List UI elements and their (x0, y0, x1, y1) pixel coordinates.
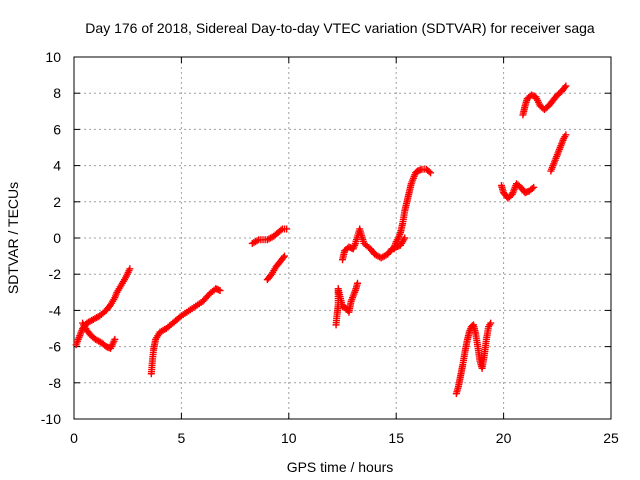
chart-title: Day 176 of 2018, Sidereal Day-to-day VTE… (85, 20, 595, 36)
data-point (425, 168, 433, 176)
y-axis-ticks: -10 -8 -6 -4 -2 0 2 4 6 8 10 (41, 49, 611, 427)
x-tick-label: 10 (281, 430, 297, 446)
series-segment-11 (519, 82, 570, 119)
series-segment-1 (72, 265, 134, 349)
series-segment-12 (547, 131, 570, 175)
series-segment-3 (147, 285, 224, 378)
y-tick-label: 0 (53, 230, 61, 246)
data-point (126, 265, 134, 273)
data-point (562, 82, 570, 90)
data-point (279, 253, 287, 261)
data-points (72, 82, 570, 398)
series-segment-10 (497, 180, 538, 202)
y-tick-label: -2 (49, 266, 62, 282)
y-tick-label: 8 (53, 85, 61, 101)
series-segment-9 (452, 319, 495, 398)
series-segment-5 (263, 252, 289, 284)
x-axis-ticks: 0 5 10 15 20 25 (70, 57, 619, 446)
series-segment-7 (339, 225, 409, 264)
data-point (530, 183, 538, 191)
y-tick-label: -4 (49, 302, 62, 318)
y-tick-label: 4 (53, 158, 61, 174)
data-point (487, 319, 495, 327)
series-segment-8 (390, 165, 435, 253)
data-point (427, 169, 435, 177)
data-point (111, 335, 119, 343)
x-tick-label: 0 (70, 430, 78, 446)
data-point (561, 83, 569, 91)
x-tick-label: 5 (178, 430, 186, 446)
y-tick-label: -6 (49, 339, 62, 355)
x-tick-label: 15 (388, 430, 404, 446)
series-segment-6 (332, 279, 362, 329)
data-point (562, 131, 570, 139)
y-tick-label: 6 (53, 121, 61, 137)
data-point (253, 237, 261, 245)
x-tick-label: 25 (603, 430, 619, 446)
y-tick-label: -8 (49, 375, 62, 391)
data-point (283, 225, 291, 233)
x-axis-label: GPS time / hours (287, 459, 394, 475)
y-tick-label: 10 (45, 49, 61, 65)
data-point (216, 286, 224, 294)
series-segment-4 (248, 225, 291, 247)
y-tick-label: -10 (41, 411, 61, 427)
data-point (281, 252, 289, 260)
data-point (277, 226, 285, 234)
y-tick-label: 2 (53, 194, 61, 210)
data-point (354, 279, 362, 287)
series-segment-2 (79, 319, 119, 352)
data-point (528, 185, 536, 193)
y-axis-label: SDTVAR / TECUs (5, 182, 21, 294)
data-point (401, 234, 409, 242)
x-tick-label: 20 (496, 430, 512, 446)
